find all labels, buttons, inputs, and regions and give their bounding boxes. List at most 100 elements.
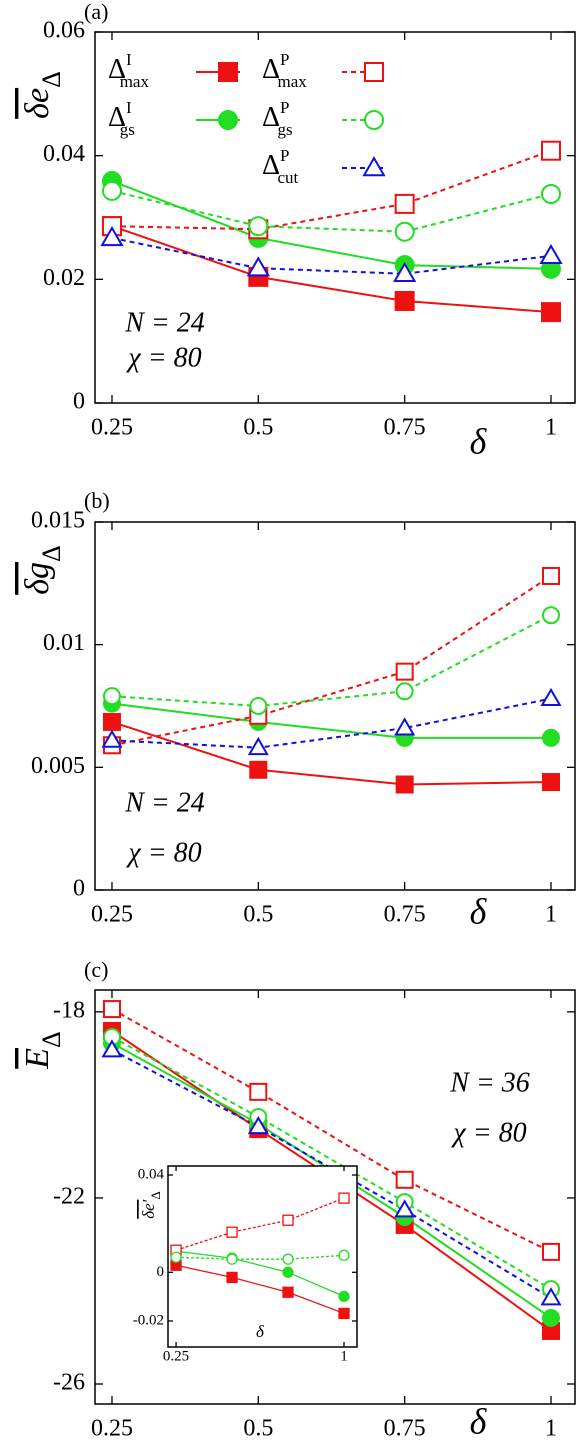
series-line bbox=[176, 1254, 345, 1260]
y-tick-label: 0.02 bbox=[43, 265, 85, 291]
legend-label-sup: P bbox=[280, 146, 289, 165]
annotation: N = 24 bbox=[124, 787, 205, 818]
legend-label-sup: P bbox=[280, 98, 289, 117]
series-line bbox=[111, 189, 552, 233]
x-axis-label: δ bbox=[470, 1401, 488, 1441]
marker bbox=[100, 226, 124, 247]
marker bbox=[338, 1192, 350, 1204]
y-tick-label: -18 bbox=[53, 997, 85, 1023]
series-line bbox=[175, 1250, 345, 1297]
legend-label-sup: I bbox=[126, 98, 132, 117]
y-tick-label: 0.06 bbox=[43, 18, 85, 44]
marker bbox=[395, 662, 414, 681]
y-axis-label: δeΔ bbox=[19, 71, 67, 119]
marker bbox=[395, 775, 414, 794]
marker bbox=[542, 606, 560, 625]
inset-background bbox=[168, 1166, 357, 1347]
marker bbox=[102, 712, 121, 731]
marker bbox=[249, 760, 268, 779]
legend-label-base: Δ bbox=[108, 54, 126, 85]
marker bbox=[249, 697, 268, 715]
legend-label: ΔP cut bbox=[262, 146, 299, 187]
legend-label-sub: gs bbox=[120, 120, 135, 139]
x-tick-label: 1 bbox=[545, 902, 557, 928]
marker bbox=[170, 1251, 182, 1263]
marker bbox=[541, 184, 561, 205]
x-axis-label: δ bbox=[256, 1322, 265, 1341]
marker bbox=[247, 1115, 269, 1135]
legend-label-base: Δ bbox=[262, 150, 280, 181]
marker bbox=[394, 193, 415, 214]
x-axis-label: δ bbox=[470, 421, 488, 461]
y-axis-label: EΔ bbox=[19, 1031, 67, 1070]
plot-frame bbox=[94, 989, 576, 1405]
marker bbox=[364, 62, 384, 82]
marker bbox=[218, 62, 238, 82]
marker bbox=[338, 1307, 350, 1320]
marker bbox=[338, 1290, 350, 1303]
marker bbox=[542, 566, 560, 585]
x-tick-label: 0.5 bbox=[243, 902, 273, 928]
annotation: χ = 80 bbox=[125, 342, 201, 373]
y-tick-label: 0 bbox=[73, 876, 85, 902]
x-tick-label: 0.25 bbox=[163, 1348, 189, 1364]
plot-frame bbox=[167, 1165, 358, 1348]
series-line bbox=[111, 236, 552, 275]
y-tick-label: 0 bbox=[157, 1264, 165, 1280]
x-tick-label: 0.5 bbox=[243, 415, 273, 441]
marker bbox=[102, 1000, 121, 1019]
legend-label: ΔP max bbox=[262, 50, 307, 91]
marker bbox=[218, 110, 238, 130]
y-axis-label-base: δg bbox=[19, 562, 56, 595]
legend-label-sub: max bbox=[120, 72, 150, 91]
annotation: N = 36 bbox=[449, 1067, 530, 1098]
y-tick-label: 0.04 bbox=[138, 1166, 165, 1182]
marker bbox=[364, 110, 384, 130]
x-tick-label: 0.75 bbox=[384, 902, 426, 928]
series-line bbox=[175, 1197, 345, 1251]
y-tick-label: 0.015 bbox=[31, 508, 85, 534]
x-tick-label: 0.25 bbox=[91, 902, 133, 928]
marker bbox=[542, 773, 560, 792]
marker bbox=[541, 140, 561, 161]
annotation: χ = 80 bbox=[450, 1117, 526, 1148]
plot-frame bbox=[94, 31, 576, 404]
series-line bbox=[111, 225, 552, 314]
marker bbox=[249, 1082, 268, 1101]
panel-label: (b) bbox=[84, 488, 110, 513]
annotation: χ = 80 bbox=[125, 837, 201, 868]
series-line bbox=[111, 697, 552, 749]
legend-label-sup: P bbox=[280, 50, 289, 69]
legend-label-sub: cut bbox=[277, 168, 298, 187]
series-line bbox=[111, 1008, 552, 1253]
marker bbox=[394, 290, 415, 311]
y-axis-label-sub: Δ bbox=[37, 1031, 66, 1048]
y-axis-label: δgΔ bbox=[19, 545, 67, 595]
marker bbox=[394, 221, 415, 242]
legend-label-base: Δ bbox=[262, 54, 280, 85]
marker bbox=[395, 682, 414, 701]
marker bbox=[282, 1253, 294, 1265]
marker bbox=[282, 1266, 294, 1278]
x-tick-label: 0.75 bbox=[384, 1416, 426, 1442]
y-axis-label-base: δe′ bbox=[139, 1199, 158, 1218]
y-tick-label: -0.02 bbox=[133, 1312, 164, 1328]
marker bbox=[247, 736, 269, 756]
marker bbox=[226, 1253, 238, 1265]
marker bbox=[362, 156, 386, 177]
x-tick-label: 1 bbox=[545, 415, 557, 441]
legend-label: ΔI max bbox=[108, 50, 149, 91]
marker bbox=[394, 1199, 416, 1218]
legend-label-sup: I bbox=[126, 50, 132, 69]
y-tick-label: 0.04 bbox=[43, 141, 85, 167]
panel-label: (a) bbox=[84, 0, 108, 24]
marker bbox=[248, 216, 269, 237]
y-tick-label: -22 bbox=[53, 1183, 85, 1209]
marker bbox=[540, 687, 562, 707]
y-tick-label: 0.005 bbox=[31, 753, 85, 779]
marker bbox=[542, 728, 560, 747]
x-tick-label: 0.75 bbox=[384, 415, 426, 441]
marker bbox=[282, 1286, 294, 1298]
